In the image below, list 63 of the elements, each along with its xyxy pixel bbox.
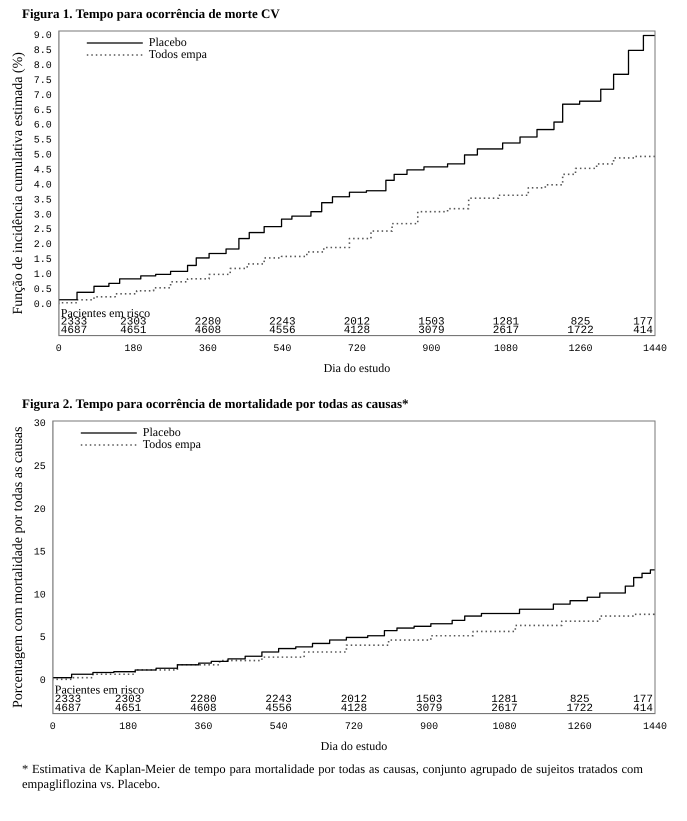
annotation: 2617 bbox=[491, 702, 518, 715]
text: * Estimativa de Kaplan-Meier de tempo para mortalidade por todas as causas, conjunto agrupado de sujeitos tratados com empagliflozina vs. Placebo. bbox=[21, 762, 644, 792]
chart-title: Figura 2. Tempo para ocorrência de mortalidade por todas as causas* bbox=[21, 395, 410, 412]
x-tick-label: 900 bbox=[420, 722, 438, 734]
y-tick-label: 6.5 bbox=[34, 106, 52, 117]
x-tick-label: 1080 bbox=[492, 722, 516, 734]
annotation: 414 bbox=[633, 702, 654, 715]
y-tick-label: 1.0 bbox=[34, 270, 52, 282]
x-tick-label: 1080 bbox=[494, 344, 518, 356]
x-tick-label: 900 bbox=[422, 344, 440, 356]
legend-label: Todos empa bbox=[148, 47, 208, 62]
y-tick-label: 4.5 bbox=[34, 166, 52, 176]
x-tick-label: 360 bbox=[198, 344, 217, 356]
y-tick-label: 1.5 bbox=[34, 255, 52, 266]
y-axis-title: Função de incidência cumulativa estimada (%) bbox=[11, 52, 26, 315]
legend-label: Placebo bbox=[148, 35, 187, 50]
y-tick-label: 3.5 bbox=[34, 195, 52, 206]
legend-label: Todos empa bbox=[142, 437, 202, 452]
y-tick-label: 4.0 bbox=[34, 180, 52, 192]
y-tick-label: 6.0 bbox=[34, 120, 52, 132]
y-tick-label: 2.0 bbox=[34, 240, 52, 252]
y-tick-label: 5 bbox=[40, 633, 46, 644]
y-tick-label: 8.5 bbox=[34, 46, 52, 58]
annotation: 4556 bbox=[265, 702, 292, 715]
x-tick-label: 180 bbox=[119, 722, 138, 734]
y-tick-label: 2.5 bbox=[34, 225, 52, 236]
x-tick-label: 540 bbox=[270, 722, 288, 734]
y-tick-label: 0 bbox=[40, 676, 46, 687]
y-tick-label: 7.5 bbox=[34, 76, 52, 87]
x-tick-label: 540 bbox=[273, 344, 292, 356]
annotation: 4651 bbox=[114, 702, 142, 715]
annotation: 4608 bbox=[190, 702, 217, 715]
x-tick-label: 720 bbox=[344, 722, 363, 734]
x-tick-label: 180 bbox=[124, 344, 142, 356]
y-tick-label: 3.0 bbox=[34, 210, 52, 222]
y-tick-label: 20 bbox=[34, 504, 46, 516]
annotation: 3079 bbox=[416, 702, 442, 715]
annotation: 4128 bbox=[340, 702, 368, 715]
y-tick-label: 0.5 bbox=[34, 284, 52, 296]
x-tick-label: 360 bbox=[194, 722, 212, 734]
y-tick-label: 5.0 bbox=[34, 150, 52, 162]
x-tick-label: 1260 bbox=[568, 722, 592, 734]
chart-title: Figura 1. Tempo para ocorrência de morte CV bbox=[21, 5, 281, 22]
y-tick-label: 30 bbox=[34, 419, 46, 430]
x-axis-title: Dia do estudo bbox=[324, 360, 390, 375]
annotation: 4687 bbox=[54, 702, 82, 715]
y-tick-label: 9.0 bbox=[34, 31, 52, 42]
x-tick-label: 0 bbox=[56, 344, 62, 356]
x-tick-label: 1260 bbox=[568, 344, 592, 356]
y-tick-label: 5.5 bbox=[34, 136, 52, 147]
x-tick-label: 1440 bbox=[642, 722, 668, 734]
legend-label: Placebo bbox=[142, 425, 181, 440]
y-axis-title: Porcentagem com mortalidade por todas as causas bbox=[11, 426, 26, 708]
y-tick-label: 25 bbox=[34, 462, 46, 473]
y-tick-label: 10 bbox=[34, 590, 46, 602]
annotation: 1722 bbox=[566, 702, 593, 715]
x-axis-title: Dia do estudo bbox=[320, 738, 388, 753]
x-tick-label: 720 bbox=[348, 344, 366, 356]
y-tick-label: 0.0 bbox=[34, 300, 52, 311]
y-tick-label: 7.0 bbox=[34, 90, 52, 102]
x-tick-label: 1440 bbox=[642, 344, 668, 356]
y-tick-label: 15 bbox=[34, 548, 46, 559]
y-tick-label: 8.0 bbox=[34, 60, 52, 72]
